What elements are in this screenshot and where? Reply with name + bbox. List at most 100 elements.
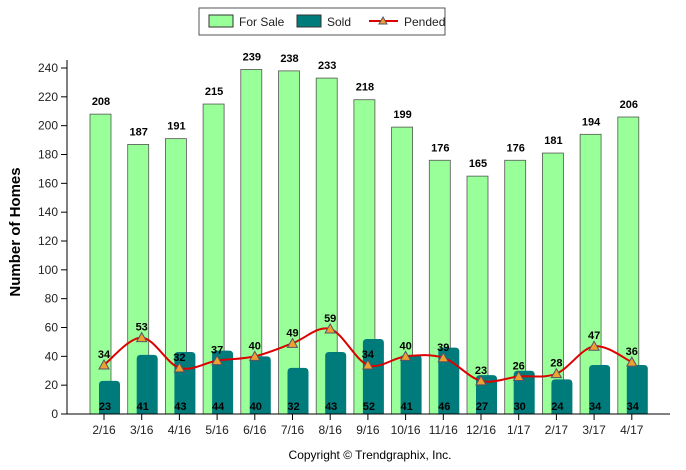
label-sold: 44	[212, 401, 225, 413]
legend-label-pended: Pended	[404, 15, 445, 29]
label-sold: 43	[174, 401, 186, 413]
point-pended	[135, 331, 148, 343]
x-tick-label: 1/17	[507, 423, 531, 437]
bar-for-sale	[278, 70, 300, 415]
x-tick-label: 2/17	[545, 423, 569, 437]
bar-sold	[136, 354, 158, 414]
label-sold: 24	[551, 401, 564, 413]
y-tick-label: 80	[45, 292, 59, 306]
y-tick-label: 20	[45, 378, 59, 392]
legend-triangle-icon	[378, 15, 388, 25]
label-for-sale: 206	[620, 99, 638, 111]
y-axis-label: Number of Homes	[7, 167, 24, 296]
label-for-sale: 218	[356, 82, 374, 94]
bar-sold	[212, 350, 234, 414]
x-tick-label: 11/16	[429, 423, 458, 437]
label-pended: 59	[324, 313, 336, 325]
label-pended: 34	[362, 349, 375, 361]
label-pended: 36	[626, 346, 638, 358]
label-for-sale: 233	[318, 60, 336, 72]
label-sold: 27	[476, 401, 488, 413]
bar-sold	[551, 379, 573, 414]
label-pended: 40	[249, 340, 261, 352]
y-tick-label: 200	[38, 119, 58, 133]
label-for-sale: 215	[205, 86, 223, 98]
label-for-sale: 208	[92, 96, 110, 108]
label-for-sale: 239	[243, 51, 261, 63]
label-sold: 43	[325, 401, 337, 413]
label-pended: 34	[98, 349, 111, 361]
label-sold: 23	[99, 401, 111, 413]
label-pended: 47	[588, 330, 600, 342]
y-tick-label: 220	[38, 90, 58, 104]
bar-sold	[626, 364, 648, 414]
y-tick-label: 140	[38, 205, 58, 219]
label-for-sale: 165	[469, 158, 487, 170]
bar-sold	[249, 356, 271, 414]
point-pended	[625, 356, 638, 367]
bar-sold	[400, 354, 422, 414]
y-tick-label: 120	[38, 234, 58, 248]
point-pended	[512, 370, 525, 382]
label-for-sale: 181	[544, 135, 562, 147]
point-pended	[211, 354, 223, 366]
label-for-sale: 194	[582, 116, 601, 128]
y-tick-label: 0	[51, 407, 58, 421]
label-pended: 32	[173, 352, 185, 364]
bar-sold	[99, 380, 120, 414]
copyright: Copyright © Trendgraphix, Inc.	[289, 448, 452, 462]
x-tick-label: 5/16	[205, 423, 229, 437]
point-pended	[362, 358, 374, 370]
x-tick-label: 7/16	[281, 423, 305, 437]
bar-sold	[589, 364, 611, 414]
y-tick-label: 160	[38, 176, 58, 190]
x-tick-label: 3/16	[130, 423, 154, 437]
label-sold: 40	[250, 401, 262, 413]
y-tick-label: 100	[38, 263, 58, 277]
x-tick-label: 3/17	[582, 423, 606, 437]
point-pended	[550, 367, 563, 379]
point-pended	[248, 350, 261, 361]
label-pended: 53	[136, 322, 148, 334]
x-tick-label: 6/16	[243, 423, 267, 437]
legend-label-sold: Sold	[327, 15, 351, 29]
legend-swatch-sold	[296, 14, 322, 28]
label-sold: 32	[287, 401, 299, 413]
label-for-sale: 191	[167, 121, 185, 133]
y-tick-label: 40	[45, 349, 59, 363]
label-pended: 26	[513, 361, 525, 373]
bar-sold	[362, 339, 384, 414]
x-tick-label: 8/16	[319, 423, 343, 437]
label-for-sale: 238	[280, 53, 298, 65]
bar-sold	[325, 352, 347, 414]
bar-sold	[513, 370, 535, 414]
point-pended	[399, 350, 412, 361]
x-tick-label: 9/16	[356, 423, 380, 437]
x-tick-label: 2/16	[92, 423, 116, 437]
point-pended	[588, 340, 600, 351]
label-pended: 28	[550, 358, 562, 370]
label-sold: 52	[363, 401, 375, 413]
point-pended	[173, 361, 186, 373]
label-for-sale: 176	[431, 142, 449, 154]
x-tick-label: 4/16	[168, 423, 192, 437]
label-sold: 41	[400, 401, 412, 413]
y-tick-label: 60	[45, 321, 59, 335]
label-pended: 39	[437, 342, 449, 354]
label-sold: 30	[514, 401, 526, 413]
label-sold: 41	[137, 401, 149, 413]
y-tick-label: 240	[38, 61, 58, 75]
x-tick-label: 10/16	[391, 423, 421, 437]
label-pended: 40	[399, 340, 411, 352]
label-for-sale: 199	[393, 109, 411, 121]
point-pended	[286, 337, 299, 348]
legend: For Sale Sold Pended	[198, 7, 446, 36]
point-pended	[437, 351, 450, 363]
point-pended	[475, 374, 487, 386]
label-for-sale: 176	[507, 142, 525, 154]
y-tick-label: 180	[38, 148, 58, 162]
legend-label-for-sale: For Sale	[239, 15, 285, 29]
x-tick-label: 12/16	[466, 423, 496, 437]
label-sold: 34	[627, 401, 640, 413]
